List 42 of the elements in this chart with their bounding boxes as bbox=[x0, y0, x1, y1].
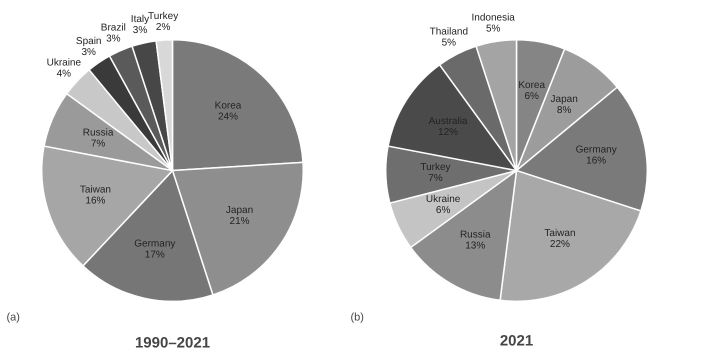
data-label: 16% bbox=[586, 155, 606, 166]
data-label: 7% bbox=[428, 173, 443, 184]
data-label: 6% bbox=[524, 90, 540, 102]
data-label: 17% bbox=[144, 250, 165, 261]
data-label: 4% bbox=[56, 68, 72, 80]
data-label: 5% bbox=[442, 38, 456, 49]
data-label: 3% bbox=[106, 34, 121, 45]
slice-label: Korea bbox=[518, 80, 546, 91]
slice-label: Germany bbox=[576, 144, 617, 156]
slice-label: Turkey bbox=[420, 162, 451, 174]
slice-label: Turkey bbox=[148, 10, 178, 22]
data-label: 22% bbox=[550, 239, 570, 250]
data-label: 24% bbox=[218, 111, 238, 122]
data-label: 7% bbox=[90, 138, 106, 150]
data-label: 3% bbox=[132, 25, 148, 36]
text: 2021 bbox=[500, 332, 534, 350]
data-label: 8% bbox=[556, 104, 572, 116]
slice-label: Thailand bbox=[430, 26, 468, 38]
slice-label: Ukraine bbox=[46, 57, 82, 68]
data-label: 5% bbox=[486, 23, 501, 34]
text: (a) bbox=[6, 312, 20, 324]
slice-label: Taiwan bbox=[544, 228, 576, 240]
data-label: 2% bbox=[156, 22, 170, 33]
text: 1990–2021 bbox=[134, 334, 210, 352]
text: (b) bbox=[350, 312, 364, 324]
slice-label: Russia bbox=[82, 127, 114, 138]
slice-label: Spain bbox=[76, 36, 102, 48]
slice-label: Indonesia bbox=[471, 12, 516, 24]
data-label: 6% bbox=[436, 205, 450, 216]
slice-label: Taiwan bbox=[80, 184, 111, 196]
data-label: 13% bbox=[465, 240, 486, 252]
slice-label: Japan bbox=[226, 205, 254, 216]
slice-label: Germany bbox=[134, 238, 176, 250]
slice-label: Russia bbox=[460, 229, 491, 240]
slice-label: Japan bbox=[550, 94, 578, 105]
slice-label: Brazil bbox=[100, 22, 126, 34]
data-label: 21% bbox=[230, 216, 250, 228]
slice-label: Ukraine bbox=[426, 194, 461, 206]
slice-label: Italy bbox=[130, 14, 150, 26]
data-label: 16% bbox=[85, 196, 106, 207]
slice-label: Korea bbox=[214, 100, 242, 112]
data-label: 3% bbox=[81, 47, 96, 58]
